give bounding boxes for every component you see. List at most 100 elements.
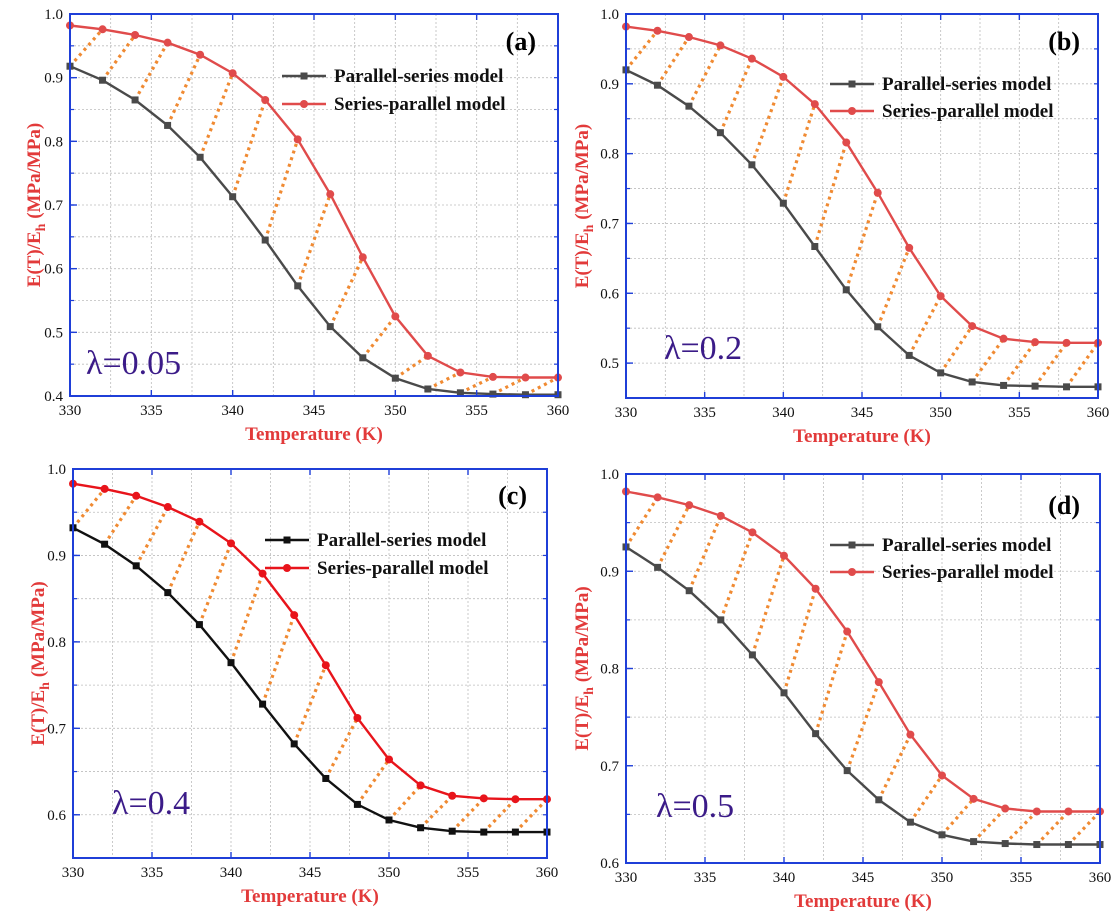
x-axis-title: Temperature (K) [794,891,932,912]
connector-line [1033,341,1068,388]
data-point [423,351,432,360]
connector-line [1065,341,1100,388]
connector-line [1004,810,1038,845]
data-point [969,794,978,803]
x-axis-title: Temperature (K) [241,886,379,907]
x-tick-label: 330 [62,865,85,881]
connector-line [356,758,391,806]
y-tick-label: 0.6 [47,808,66,824]
lambda-annotation: λ=0.5 [656,788,734,825]
data-point [968,378,976,386]
data-point [131,96,139,104]
y-axis-title-subscript: h [34,223,49,231]
connector-line [877,733,912,801]
connector-lines [624,29,1100,388]
y-axis-title-subscript: h [38,682,53,690]
data-point [938,831,946,839]
x-tick-label: 360 [536,865,559,881]
connector-line [101,34,137,82]
data-point [1032,807,1041,816]
x-tick-label: 340 [772,405,795,421]
data-point [748,161,756,169]
legend-marker [848,541,856,549]
data-point [229,193,237,201]
connector-line [718,58,754,134]
legend-label: Series-parallel model [334,94,506,115]
data-point [970,838,978,846]
data-point [653,26,662,35]
x-tick-label: 360 [1089,870,1112,886]
data-point [228,69,237,78]
x-axis-title: Temperature (K) [793,426,931,447]
data-point [511,828,519,836]
series-line [625,25,1098,344]
x-tick-label: 355 [1010,870,1033,886]
connector-line [624,496,659,548]
connector-line [624,29,659,71]
y-tick-label: 0.9 [47,548,66,564]
data-point [196,153,204,161]
y-tick-label: 0.7 [44,198,63,214]
connector-line [419,794,454,829]
data-point [810,100,819,109]
panel-label: (b) [1048,27,1080,56]
connector-line [1067,810,1102,846]
chart-panel-d: 330 335 340 345 350 355 360 0.6 0.7 0.8 0.9 1.0 Temp… [572,467,1111,912]
legend: Parallel-series model Series-parallel mod… [265,530,489,579]
x-tick-label: 340 [220,865,243,881]
data-point [1064,807,1073,816]
legend-marker [300,100,308,108]
data-point [479,794,488,803]
panel-label: (c) [498,481,527,510]
data-point [1001,840,1009,848]
data-point [685,501,694,510]
y-axis-title: E(T)/Eh (MPa/MPa) [24,123,49,288]
connector-line [524,376,559,397]
data-point [448,791,457,800]
y-tick-label: 0.7 [47,721,66,737]
data-point [874,323,882,331]
y-axis-title-main: E(T)/E [24,231,45,287]
data-point [101,540,109,548]
connector-line [781,103,817,204]
data-point [1063,383,1071,391]
data-point [417,824,425,832]
x-tick-label: 335 [694,870,717,886]
data-point [258,569,267,578]
connector-line [103,494,138,546]
connector-line [71,487,106,529]
x-tick-label: 330 [59,403,82,419]
connector-line [844,192,880,291]
y-tick-label: 1.0 [47,462,66,478]
x-tick-label: 345 [299,865,322,881]
data-point [843,627,852,636]
legend: Parallel-series model Series-parallel mod… [282,66,506,115]
data-point [456,368,465,377]
connector-lines [71,487,549,834]
data-point [511,795,520,804]
y-tick-label: 0.9 [44,71,63,87]
y-axis-title-unit: (MPa/MPa) [572,586,593,687]
data-point [163,38,172,47]
y-tick-label: 0.8 [600,662,619,678]
data-point [195,621,203,629]
connector-line [656,36,691,87]
data-point [391,312,400,321]
data-point [321,661,330,670]
data-point [480,828,488,836]
data-point [99,76,107,84]
x-tick-label: 330 [615,405,638,421]
y-tick-label: 0.8 [44,134,63,150]
y-axis-title-unit: (MPa/MPa) [28,581,49,682]
data-point [653,81,661,89]
data-point [521,391,529,399]
x-tick-label: 355 [465,403,488,419]
connector-line [1002,341,1037,387]
data-point [326,323,334,331]
legend-label: Parallel-series model [334,66,503,87]
x-tick-label: 335 [140,403,163,419]
data-point [1062,338,1071,347]
data-point [874,678,883,687]
connector-line [166,54,202,127]
